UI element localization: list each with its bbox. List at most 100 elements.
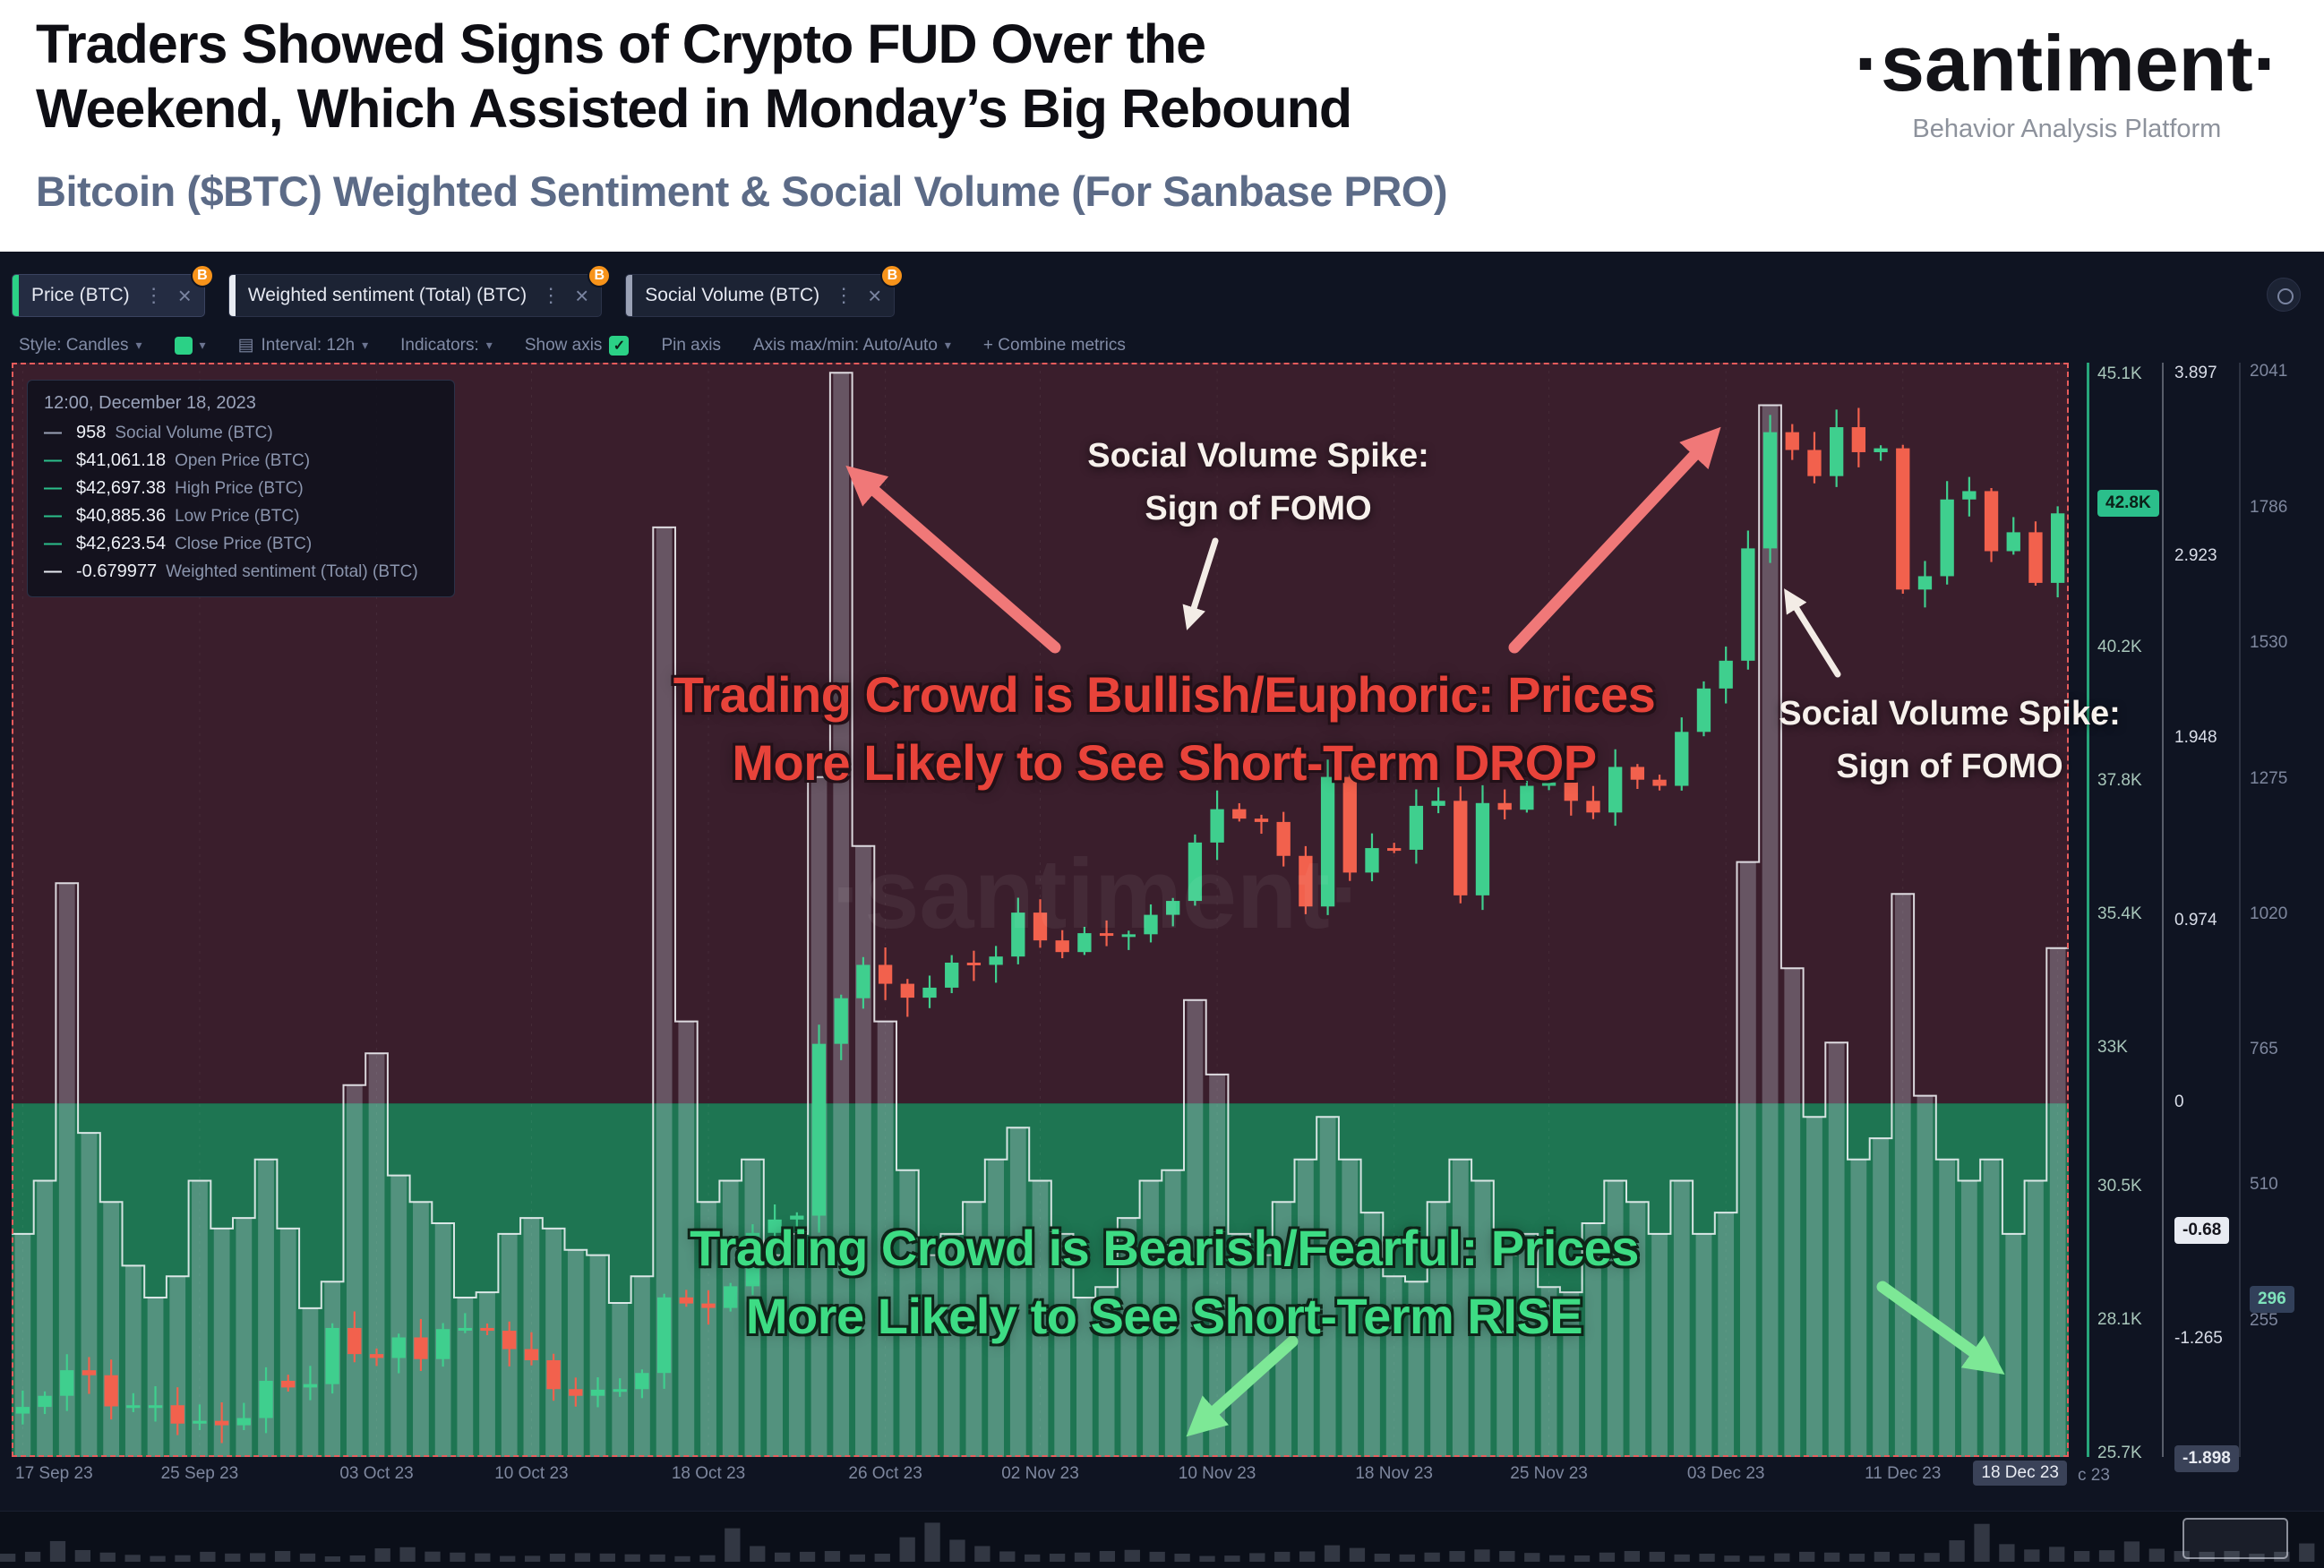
x-axis-tick: 02 Nov 23 (1001, 1464, 1079, 1483)
tab-menu-icon[interactable]: ⋮ (541, 284, 562, 306)
legend-row: — $41,061.18 Open Price (BTC) (44, 450, 438, 471)
chevron-down-icon: ▾ (485, 338, 493, 352)
chevron-down-icon: ▾ (135, 338, 142, 352)
chart-settings-button[interactable] (2267, 278, 2301, 312)
axis-tick: 0 (2174, 1092, 2184, 1112)
axis-tick: 296 (2250, 1286, 2294, 1314)
axis-maxmin-dropdown[interactable]: Axis max/min: Auto/Auto ▾ (753, 336, 951, 356)
chart-toolbar: Style: Candles ▾ ▾ ▤ Interval: 12h ▾ Ind… (19, 335, 1126, 356)
interval-icon: ▤ (237, 336, 254, 355)
tooltip-timestamp: 12:00, December 18, 2023 (44, 393, 256, 413)
x-axis-tick: 03 Oct 23 (339, 1464, 414, 1483)
interval-dropdown[interactable]: ▤ Interval: 12h ▾ (238, 335, 369, 356)
style-dropdown[interactable]: Style: Candles ▾ (19, 336, 142, 356)
bitcoin-badge: B (587, 264, 612, 287)
social-axis-line (2239, 363, 2241, 1457)
pin-axis-label: Pin axis (661, 335, 721, 355)
axis-tick: 510 (2250, 1175, 2278, 1195)
tab-label: Weighted sentiment (Total) (BTC) (247, 285, 527, 305)
legend-marker: — (44, 478, 62, 498)
navigator-sparkline (0, 1522, 2315, 1562)
axis-tick: 45.1K (2097, 364, 2142, 384)
navigator-selection-handle[interactable] (2183, 1518, 2288, 1559)
style-label: Style: Candles (19, 335, 129, 355)
x-axis-tick: 03 Dec 23 (1686, 1464, 1765, 1483)
timeline-navigator[interactable] (0, 1511, 2324, 1568)
axis-tick: 1530 (2250, 633, 2288, 653)
x-axis-tick: 18 Oct 23 (671, 1464, 746, 1483)
indicators-label: Indicators: (400, 335, 479, 355)
axis-tick: 1020 (2250, 904, 2288, 923)
chevron-down-icon: ▾ (944, 338, 951, 352)
axis-tick: 1786 (2250, 497, 2288, 517)
page-subtitle: Bitcoin ($BTC) Weighted Sentiment & Soci… (36, 167, 1448, 215)
x-axis-tick: 10 Nov 23 (1178, 1464, 1256, 1483)
show-axis-toggle[interactable]: Show axis ✓ (525, 335, 630, 356)
axis-maxmin-label: Axis max/min: Auto/Auto (752, 335, 938, 355)
tab-menu-icon[interactable]: ⋮ (834, 284, 854, 306)
tab-close-icon[interactable]: × (177, 282, 192, 309)
indicators-dropdown[interactable]: Indicators: ▾ (400, 336, 493, 356)
price-axis-line (2087, 363, 2089, 1457)
axis-tick: 765 (2250, 1040, 2278, 1059)
tab-close-icon[interactable]: × (868, 282, 882, 309)
sentiment-axis-line (2162, 363, 2164, 1457)
axis-tick: 28.1K (2097, 1309, 2142, 1329)
legend-row: — -0.679977 Weighted sentiment (Total) (BT… (44, 561, 438, 582)
legend-label: Weighted sentiment (Total) (BTC) (166, 562, 418, 581)
axis-tick: 0.974 (2174, 910, 2217, 930)
x-axis-tick: 26 Oct 23 (848, 1464, 922, 1483)
sentiment-axis[interactable]: 3.897 2.923 1.948 0.974 0 -0.68 -1.265 -1.898 (2174, 363, 2244, 1472)
metric-tab-2[interactable]: Weighted sentiment (Total) (BTC) ⋮ × B (227, 264, 612, 317)
tab-color-bar (13, 275, 19, 316)
x-axis-tick: 25 Sep 23 (160, 1464, 239, 1483)
bitcoin-badge: B (880, 264, 905, 287)
series-color-swatch (174, 336, 193, 355)
title-line-1: Traders Showed Signs of Crypto FUD Over … (36, 13, 1206, 74)
show-axis-checkbox[interactable]: ✓ (609, 335, 630, 356)
axis-tick: 255 (2250, 1310, 2278, 1330)
legend-label: Social Volume (BTC) (115, 424, 273, 442)
metric-tab-3[interactable]: Social Volume (BTC) ⋮ × B (625, 264, 905, 317)
color-swatch-dropdown[interactable]: ▾ (174, 336, 206, 355)
axis-tick: 1275 (2250, 768, 2288, 788)
header: Traders Showed Signs of Crypto FUD Over … (0, 0, 2324, 252)
social-volume-axis[interactable]: 2041 1786 1530 1275 1020 765 510 296 255 (2250, 362, 2312, 1457)
legend-row: — $42,623.54 Close Price (BTC) (44, 534, 438, 554)
page-title: Traders Showed Signs of Crypto FUD Over … (36, 13, 1352, 141)
metric-tab-1[interactable]: Price (BTC) ⋮ × B (12, 264, 214, 317)
legend-marker: — (44, 506, 62, 526)
legend-row: — $42,697.38 High Price (BTC) (44, 478, 438, 499)
legend-label: Close Price (BTC) (175, 535, 313, 553)
axis-tick: 25.7K (2097, 1443, 2142, 1462)
axis-tick: 33K (2097, 1037, 2128, 1057)
legend-value: 958 (76, 423, 107, 442)
metric-tabs: Price (BTC) ⋮ × B Weighted sentiment (Total)… (12, 264, 905, 317)
x-axis: 17 Sep 23 25 Sep 23 03 Oct 23 10 Oct 23 18 O… (12, 1461, 2069, 1491)
combine-metrics-button[interactable]: + Combine metrics (983, 336, 1126, 356)
brand-block: ·santiment· Behavior Analysis Platform (1855, 18, 2279, 144)
axis-tick: -1.265 (2174, 1329, 2223, 1349)
legend-label: Open Price (BTC) (175, 451, 311, 470)
legend-marker: — (44, 450, 62, 470)
x-axis-tick: 11 Dec 23 (1865, 1464, 1942, 1483)
legend-label: Low Price (BTC) (175, 507, 300, 526)
tab-menu-icon[interactable]: ⋮ (143, 284, 164, 306)
interval-label: Interval: 12h (261, 335, 356, 355)
axis-tick: -0.68 (2174, 1217, 2230, 1245)
legend-value: $42,697.38 (76, 478, 167, 498)
bitcoin-badge: B (190, 264, 214, 287)
title-line-2: Weekend, Which Assisted in Monday’s Big … (36, 77, 1352, 139)
axis-tick: 35.4K (2097, 904, 2142, 923)
legend-value: $42,623.54 (76, 534, 167, 553)
price-axis[interactable]: 45.1K 42.8K 40.2K 37.8K 35.4K 33K 30.5K 28.1K 25… (2097, 363, 2167, 1462)
legend-row: — $40,885.36 Low Price (BTC) (44, 506, 438, 527)
legend-value: $41,061.18 (76, 450, 167, 470)
tab-close-icon[interactable]: × (575, 282, 589, 309)
axis-tick: 3.897 (2174, 364, 2217, 383)
pin-axis-button[interactable]: Pin axis (661, 336, 721, 356)
axis-tick: 1.948 (2174, 728, 2217, 748)
axis-tick: 2041 (2250, 362, 2288, 381)
axis-tick: 37.8K (2097, 770, 2142, 790)
